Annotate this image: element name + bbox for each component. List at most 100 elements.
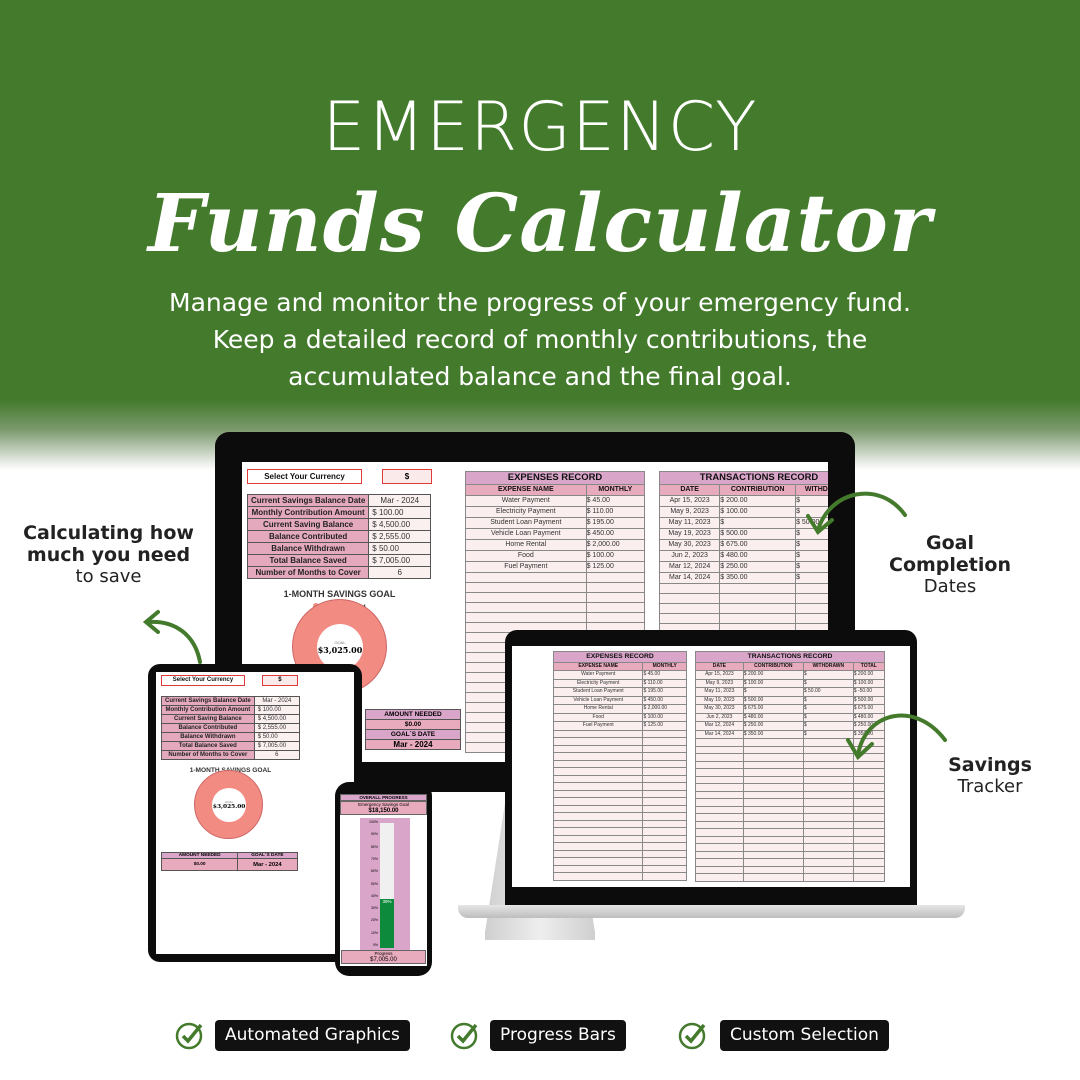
summary-key: Monthly Contribution Amount <box>246 506 370 519</box>
goal-value: $3,025.00 <box>212 804 246 811</box>
axis-tick-label: 100% <box>369 820 378 824</box>
hero-description: Manage and monitor the progress of your … <box>0 284 1080 395</box>
goal-label: GOAL <box>334 639 346 645</box>
table-cell <box>742 873 804 882</box>
table-cell: $ 125.00 <box>642 721 687 731</box>
arrow-icon <box>816 491 907 532</box>
chart-title: 1-MONTH SAVINGS GOAL <box>283 589 396 599</box>
goal-label: GOAL <box>225 800 234 805</box>
transactions-row <box>695 805 886 814</box>
progress-goal: Emergency Savings Goal $18,150.00 <box>340 801 427 815</box>
progress-chart: 100% 90% 80% 70% 60% 50% 40% 30% 20% 10% 0% 39% <box>360 818 410 950</box>
transactions-row: May 9, 2023 $ 100.00 $ <box>658 506 828 518</box>
expenses-title: EXPENSES RECORD <box>465 471 645 485</box>
summary-value: $ 50.00 <box>368 542 432 555</box>
arrow-icon <box>856 713 947 757</box>
transactions-row: Apr 15, 2023 $ 200.00 $ $ 200.00 <box>695 670 886 680</box>
axis-tick-label: 90% <box>370 832 378 837</box>
goal-label: Emergency Savings Goal <box>358 802 409 807</box>
transactions-row <box>695 873 886 882</box>
arrow-head-icon <box>806 514 834 536</box>
donut-chart: GOAL $3,025.00 <box>292 599 387 694</box>
axis-tick-label: 70% <box>370 856 378 861</box>
transactions-table: TRANSACTIONS RECORD DATE CONTRIBUTION WITHD… <box>695 651 886 882</box>
hero-subtitle: Funds Calculator <box>147 176 932 270</box>
expenses-title-row: EXPENSES RECORD <box>465 471 645 485</box>
transactions-row <box>695 775 886 784</box>
goal-summary-values: $0.00 Mar - 2024 <box>160 858 298 871</box>
summary-row: Balance Contributed $ 2,555.00 <box>161 722 300 734</box>
expenses-row <box>552 872 687 881</box>
currency-label: Select Your Currency <box>247 469 362 484</box>
axis-tick-label: 20% <box>370 918 378 923</box>
laptop-base <box>458 905 965 918</box>
expenses-table: EXPENSES RECORD EXPENSE NAME MONTHLY Water … <box>552 651 687 881</box>
summary-value[interactable]: Mar - 2024 <box>368 494 432 507</box>
progress-title: OVERALL PROGRESS <box>340 794 427 801</box>
summary-value: $ 2,555.00 <box>253 722 300 734</box>
check-circle-icon <box>450 1022 478 1050</box>
transactions-row <box>658 603 828 614</box>
summary-value: $ 7,005.00 <box>368 554 432 567</box>
summary-value[interactable]: 6 <box>368 566 432 579</box>
summary-row: Total Balance Saved $ 7,005.00 <box>246 554 432 567</box>
hero-banner: EMERGENCY Funds Calculator Manage and mo… <box>0 0 1080 470</box>
transactions-row: May 30, 2023 $ 675.00 $ $ 675.00 <box>695 704 886 714</box>
callout-bold: Savings <box>948 754 1032 776</box>
summary-value: $ 50.00 <box>253 732 300 743</box>
expenses-row: Electricity Payment $ 110.00 <box>465 506 646 518</box>
currency-select[interactable]: $ <box>261 675 299 686</box>
summary-key: Current Savings Balance Date <box>246 494 370 507</box>
transactions-row <box>695 843 886 852</box>
expenses-title: EXPENSES RECORD <box>553 651 687 663</box>
expenses-row: Vehicle Loan Payment $ 450.00 <box>465 528 646 540</box>
summary-row: Number of Months to Cover 6 <box>161 750 300 761</box>
transactions-row: Mar 14, 2024 $ 350.00 $ $ 350.00 <box>695 729 886 739</box>
transactions-row: May 11, 2023 $ $ 50.00 $ -50.00 <box>695 687 886 697</box>
axis-tick-label: 60% <box>370 869 378 874</box>
table-cell: $ <box>795 495 828 507</box>
summary-value: $ 7,005.00 <box>253 741 300 752</box>
currency-select[interactable]: $ <box>382 469 432 484</box>
amount-needed-value: $0.00 <box>160 858 239 871</box>
axis-tick-label: 80% <box>370 844 378 849</box>
table-cell: $ 350.00 <box>719 572 797 584</box>
summary-value[interactable]: Mar - 2024 <box>253 695 300 706</box>
description-line: Manage and monitor the progress of your … <box>169 288 911 317</box>
check-circle-icon <box>678 1022 706 1050</box>
callout-right-top: Goal Completion Dates <box>880 532 1020 597</box>
feature-badge: Custom Selection <box>720 1020 889 1051</box>
transactions-title: TRANSACTIONS RECORD <box>659 471 828 485</box>
transactions-row: Mar 12, 2024 $ 250.00 $ <box>658 561 828 573</box>
transactions-row <box>695 798 886 807</box>
transactions-row <box>695 790 886 799</box>
table-cell: Fuel Payment <box>552 721 644 731</box>
currency-row: Select Your Currency $ <box>161 675 300 686</box>
feature-badge: Automated Graphics <box>215 1020 410 1051</box>
summary-row: Current Savings Balance Date Mar - 2024 <box>246 494 432 507</box>
summary-row: Number of Months to Cover 6 <box>246 566 432 579</box>
axis-tick-label: 30% <box>370 906 378 911</box>
column-header: WITHDRAWN <box>795 484 828 496</box>
table-cell <box>852 873 886 882</box>
summary-value[interactable]: 6 <box>253 750 300 761</box>
summary-key: Number of Months to Cover <box>246 566 370 579</box>
transactions-row <box>658 623 828 634</box>
expenses-title-row: EXPENSES RECORD <box>553 651 687 663</box>
progress-track: 39% <box>380 823 394 948</box>
transactions-row: Apr 15, 2023 $ 200.00 $ <box>658 495 828 507</box>
progress-footer: Progress $7,005.00 <box>341 950 426 964</box>
goals-date-value: Mar - 2024 <box>237 858 298 871</box>
hero-title: EMERGENCY <box>322 88 758 167</box>
transactions-row <box>695 813 886 822</box>
transactions-row: May 9, 2023 $ 100.00 $ $ 100.00 <box>695 678 886 688</box>
currency-label: Select Your Currency <box>161 675 245 686</box>
feature-badge: Progress Bars <box>490 1020 626 1051</box>
table-cell <box>642 872 687 881</box>
footer-value: $7,005.00 <box>370 957 397 963</box>
laptop-screen: EXPENSES RECORD EXPENSE NAME MONTHLY Water … <box>512 646 910 887</box>
arrow-head-icon <box>142 610 160 634</box>
description-line: Keep a detailed record of monthly contri… <box>212 325 868 354</box>
goal-summary-table: AMOUNT NEEDED $0.00 GOAL´S DATE Mar - 2024 <box>365 709 461 750</box>
